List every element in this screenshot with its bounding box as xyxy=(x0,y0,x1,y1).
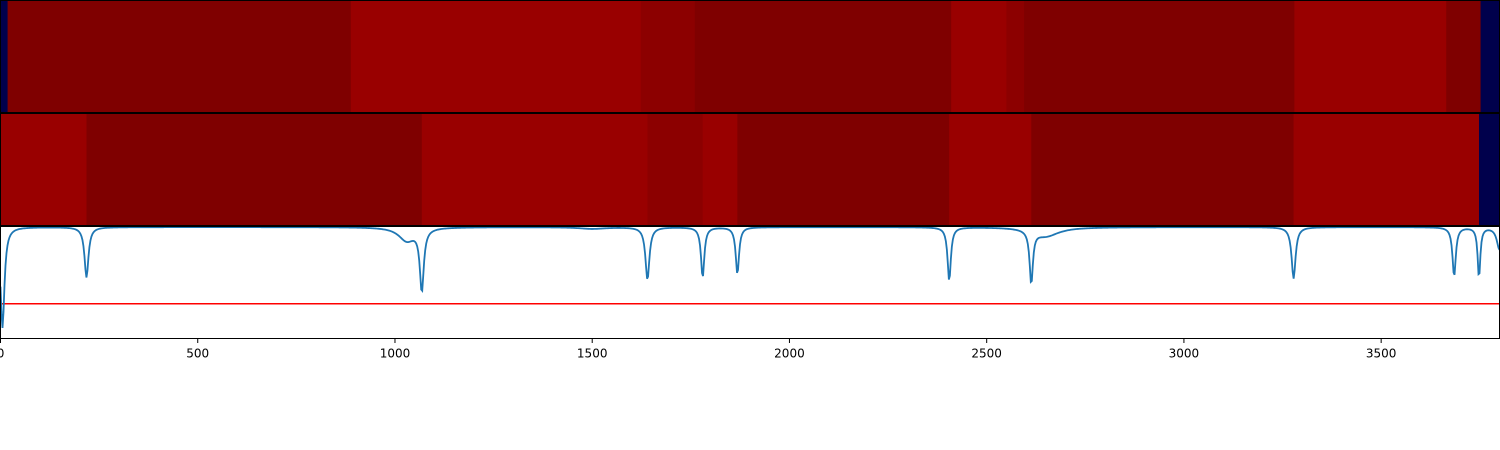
x-tick-label-1000: 1000 xyxy=(380,347,411,361)
middle-strip-segment-9 xyxy=(1478,113,1500,226)
x-axis: 0 500 1000 1500 2000 2500 3000 3500 xyxy=(0,338,1397,361)
top-strip-segment-3 xyxy=(640,0,696,113)
middle-strip-segment-8 xyxy=(1293,113,1480,226)
middle-strip-segment-3 xyxy=(647,113,704,226)
x-tick-label-3500: 3500 xyxy=(1366,347,1397,361)
middle-heatmap-strip xyxy=(0,113,1500,226)
signal-panel xyxy=(0,226,1500,339)
x-tick-label-1500: 1500 xyxy=(577,347,608,361)
top-strip-segment-10 xyxy=(1480,0,1500,113)
x-tick-label-500: 500 xyxy=(186,347,209,361)
middle-strip-segment-1 xyxy=(86,113,423,226)
x-tick-label-3000: 3000 xyxy=(1169,347,1200,361)
top-heatmap-strip xyxy=(0,0,1500,113)
signal-line xyxy=(0,226,1500,328)
top-strip-segment-6 xyxy=(1006,0,1025,113)
x-tick-label-2500: 2500 xyxy=(971,347,1002,361)
signal-plot-background xyxy=(0,226,1500,339)
top-strip-segment-8 xyxy=(1294,0,1447,113)
top-strip-segment-1 xyxy=(7,0,352,113)
middle-strip-segment-6 xyxy=(949,113,1032,226)
x-tick-label-0: 0 xyxy=(0,347,4,361)
middle-strip-segment-4 xyxy=(702,113,738,226)
top-strip-segment-5 xyxy=(951,0,1008,113)
top-strip-segment-7 xyxy=(1024,0,1295,113)
top-strip-segment-2 xyxy=(350,0,642,113)
middle-strip-segment-2 xyxy=(421,113,649,226)
top-strip-segment-9 xyxy=(1446,0,1482,113)
top-strip-segment-4 xyxy=(694,0,952,113)
x-tick-label-2000: 2000 xyxy=(774,347,805,361)
top-strip-segment-0 xyxy=(0,0,9,113)
middle-strip-segment-5 xyxy=(737,113,950,226)
middle-strip-segment-7 xyxy=(1031,113,1295,226)
middle-strip-segment-0 xyxy=(0,113,88,226)
